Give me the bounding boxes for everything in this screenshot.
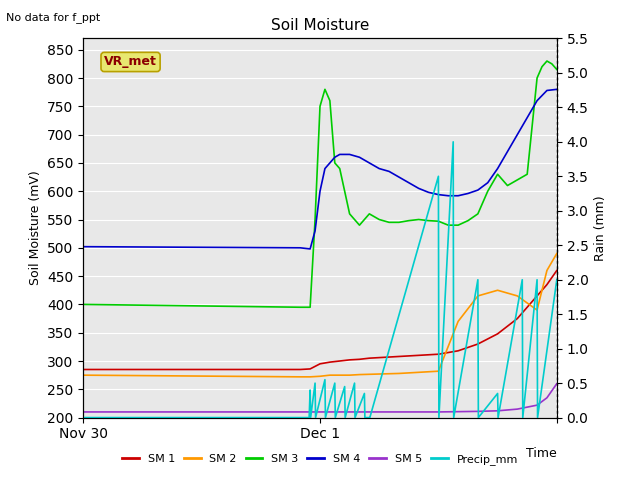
Text: VR_met: VR_met bbox=[104, 56, 157, 69]
Y-axis label: Rain (mm): Rain (mm) bbox=[594, 195, 607, 261]
Text: No data for f_ppt: No data for f_ppt bbox=[6, 12, 100, 23]
Y-axis label: Soil Moisture (mV): Soil Moisture (mV) bbox=[29, 170, 42, 286]
Legend: SM 1, SM 2, SM 3, SM 4, SM 5, Precip_mm: SM 1, SM 2, SM 3, SM 4, SM 5, Precip_mm bbox=[118, 450, 522, 469]
X-axis label: Time: Time bbox=[526, 447, 557, 460]
Title: Soil Moisture: Soil Moisture bbox=[271, 18, 369, 33]
